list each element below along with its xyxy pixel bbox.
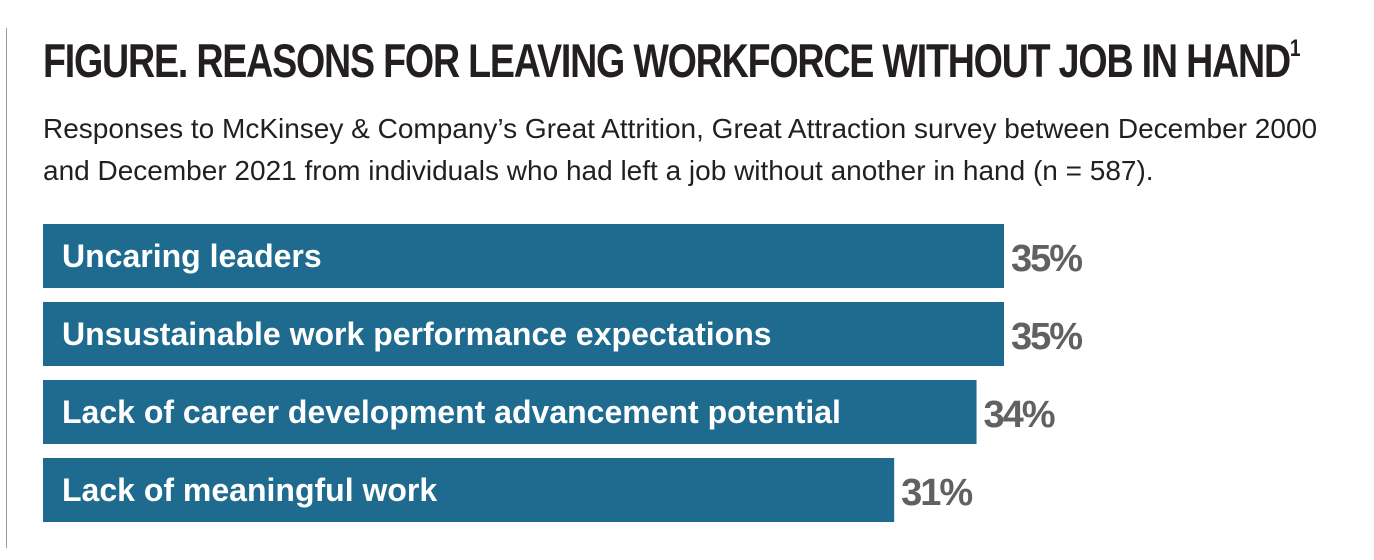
bar <box>43 380 977 444</box>
left-divider-line <box>6 28 7 548</box>
bar-category-label: Uncaring leaders <box>62 238 322 274</box>
bar <box>43 302 1004 366</box>
figure-title: FIGURE. REASONS FOR LEAVING WORKFORCE WI… <box>43 30 1301 92</box>
bar <box>43 224 1004 288</box>
figure-subtitle: Responses to McKinsey & Company’s Great … <box>43 113 1318 186</box>
bar-category-label: Lack of career development advancement p… <box>62 394 841 430</box>
bar-category-label: Lack of meaningful work <box>62 472 437 508</box>
figure-title-text: FIGURE. REASONS FOR LEAVING WORKFORCE WI… <box>43 34 1291 87</box>
title-footnote-marker: 1 <box>1289 35 1301 63</box>
bar-value-label: 35% <box>1011 238 1082 280</box>
bar-value-label: 31% <box>901 472 972 514</box>
bar <box>43 458 895 522</box>
bar-value-label: 34% <box>984 394 1055 436</box>
bar-category-label: Unsustainable work performance expectati… <box>62 316 772 352</box>
bar-value-label: 35% <box>1011 316 1082 358</box>
